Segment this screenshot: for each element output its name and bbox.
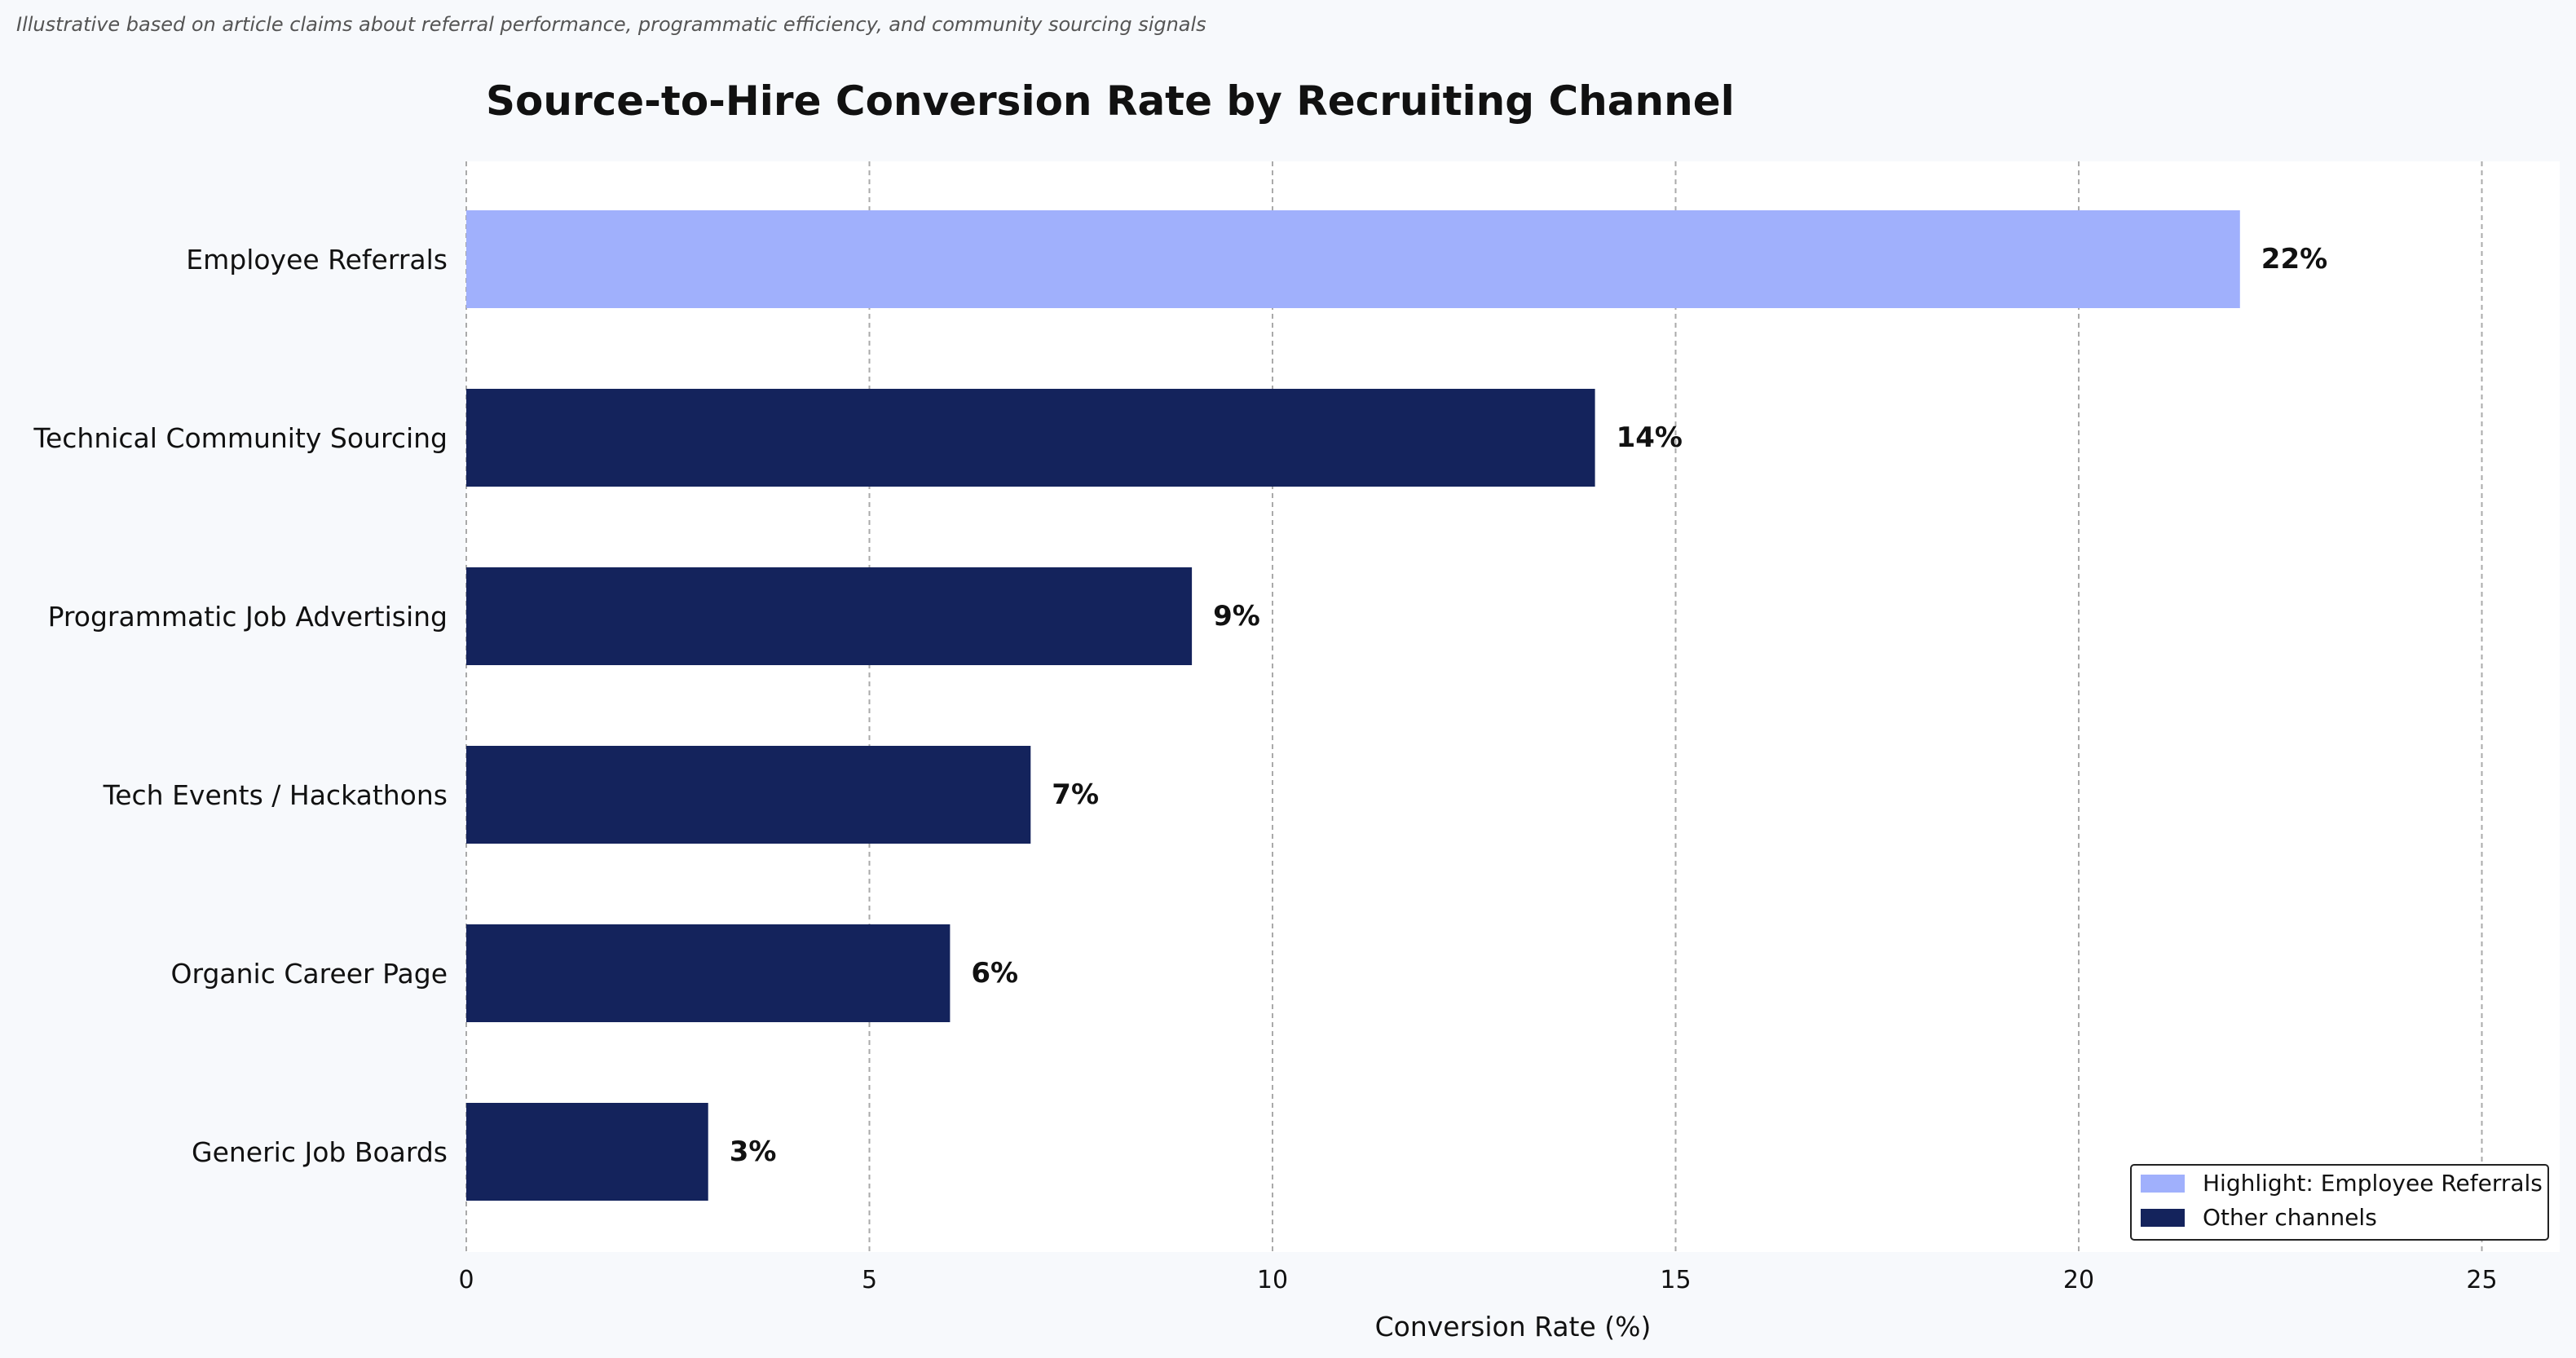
x-tick-label-20: 20: [2063, 1266, 2094, 1294]
category-label-technical-community-sourcing: Technical Community Sourcing: [33, 422, 448, 454]
legend-frame: [2130, 1164, 2549, 1241]
category-label-organic-career-page: Organic Career Page: [170, 958, 448, 990]
x-tick-label-5: 5: [862, 1266, 877, 1294]
category-label-generic-job-boards: Generic Job Boards: [192, 1136, 448, 1168]
bar-tech-events-hackathons: [466, 746, 1031, 844]
bar-generic-job-boards: [466, 1103, 708, 1201]
bars: 22% 14% 9% 7% 6% 3%: [466, 210, 2327, 1201]
x-axis-title: Conversion Rate (%): [1375, 1311, 1652, 1343]
data-label-generic-job-boards: 3%: [730, 1135, 777, 1168]
category-label-tech-events-hackathons: Tech Events / Hackathons: [103, 779, 448, 811]
data-label-tech-events-hackathons: 7%: [1052, 778, 1099, 811]
chart-title: Source-to-Hire Conversion Rate by Recrui…: [486, 77, 1735, 125]
category-label-programmatic-job-advertising: Programmatic Job Advertising: [48, 601, 448, 633]
category-labels: Employee Referrals Technical Community So…: [33, 244, 448, 1168]
bar-employee-referrals: [466, 210, 2240, 308]
legend: Highlight: Employee Referrals Other chan…: [2130, 1164, 2549, 1241]
legend-label-highlight: Highlight: Employee Referrals: [2203, 1170, 2543, 1197]
x-tick-label-10: 10: [1257, 1266, 1288, 1294]
source-note: Illustrative based on article claims abo…: [16, 13, 1206, 36]
x-tick-label-15: 15: [1660, 1266, 1691, 1294]
data-label-technical-community-sourcing: 14%: [1617, 421, 1683, 454]
legend-swatch-other: [2141, 1209, 2185, 1227]
bar-programmatic-job-advertising: [466, 567, 1193, 665]
gridlines: [465, 161, 2483, 1252]
x-tick-label-25: 25: [2466, 1266, 2497, 1294]
bar-technical-community-sourcing: [466, 389, 1595, 487]
x-axis-ticks: 0 5 10 15 20 25: [458, 1266, 2497, 1294]
legend-label-other: Other channels: [2203, 1204, 2377, 1231]
legend-swatch-highlight: [2141, 1175, 2185, 1193]
data-label-employee-referrals: 22%: [2261, 243, 2327, 276]
category-label-employee-referrals: Employee Referrals: [186, 244, 448, 276]
x-tick-label-0: 0: [458, 1266, 474, 1294]
data-label-organic-career-page: 6%: [971, 957, 1018, 990]
bar-organic-career-page: [466, 924, 951, 1022]
plot-area: [466, 161, 2560, 1252]
data-label-programmatic-job-advertising: 9%: [1213, 600, 1260, 633]
